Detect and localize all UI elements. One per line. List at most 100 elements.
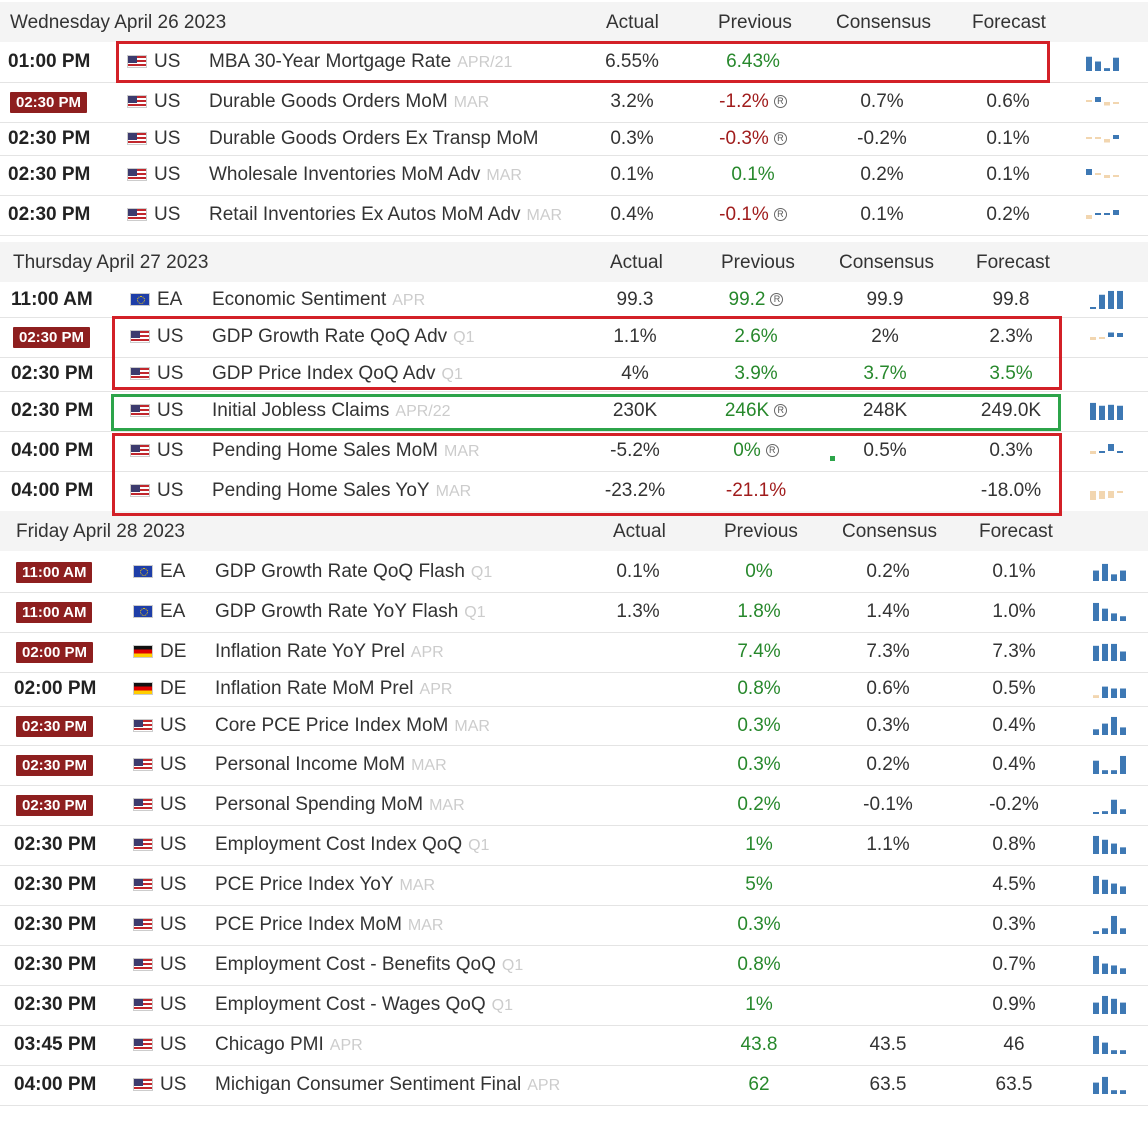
event-name-cell[interactable]: GDP Growth Rate QoQ Flash Q1	[215, 561, 492, 583]
event-name[interactable]: Michigan Consumer Sentiment Final	[215, 1074, 522, 1095]
sparkline-chart-icon[interactable]	[1091, 914, 1131, 934]
sparkline-chart-icon[interactable]	[1091, 678, 1131, 698]
event-name[interactable]: Personal Income MoM	[215, 754, 406, 775]
column-header-consensus[interactable]: Consensus	[842, 521, 938, 542]
sparkline-chart-icon[interactable]	[1091, 994, 1131, 1014]
event-name[interactable]: MBA 30-Year Mortgage Rate	[209, 51, 452, 72]
event-name[interactable]: Wholesale Inventories MoM Adv	[209, 164, 481, 185]
revised-icon[interactable]: R	[773, 208, 787, 222]
event-row[interactable]: 04:00 PM US Pending Home Sales MoM MAR -5.2%…	[0, 431, 1148, 472]
event-name[interactable]: Employment Cost - Wages QoQ	[215, 994, 486, 1015]
event-name-cell[interactable]: MBA 30-Year Mortgage Rate APR/21	[209, 51, 512, 73]
event-name-cell[interactable]: Economic Sentiment APR	[212, 289, 425, 311]
sparkline-chart-icon[interactable]	[1091, 1034, 1131, 1054]
event-name-cell[interactable]: PCE Price Index MoM MAR	[215, 914, 443, 936]
event-name[interactable]: Chicago PMI	[215, 1034, 324, 1055]
sparkline-chart-icon[interactable]	[1084, 51, 1124, 71]
event-name[interactable]: Economic Sentiment	[212, 289, 387, 310]
event-row[interactable]: 02:30 PM US Durable Goods Orders Ex Transp…	[0, 123, 1148, 156]
event-name-cell[interactable]: Michigan Consumer Sentiment Final APR	[215, 1074, 560, 1096]
sparkline-chart-icon[interactable]	[1091, 754, 1131, 774]
event-name[interactable]: GDP Growth Rate QoQ Flash	[215, 561, 465, 582]
sparkline-chart-icon[interactable]	[1091, 561, 1131, 581]
event-row[interactable]: 02:30 PM US Personal Income MoM MAR 0.3% 0.2%…	[0, 745, 1148, 786]
sparkline-chart-icon[interactable]	[1088, 400, 1128, 420]
event-name[interactable]: Personal Spending MoM	[215, 794, 424, 815]
event-name-cell[interactable]: Core PCE Price Index MoM MAR	[215, 715, 490, 737]
event-name-cell[interactable]: Initial Jobless Claims APR/22	[212, 400, 451, 422]
column-header-previous[interactable]: Previous	[724, 521, 798, 542]
event-name[interactable]: Pending Home Sales MoM	[212, 440, 438, 461]
event-name-cell[interactable]: GDP Growth Rate YoY Flash Q1	[215, 601, 486, 623]
event-row[interactable]: 11:00 AM EA Economic Sentiment APR 99.3 99.2 R…	[0, 282, 1148, 318]
event-name-cell[interactable]: GDP Price Index QoQ Adv Q1	[212, 363, 463, 385]
sparkline-chart-icon[interactable]	[1091, 641, 1131, 661]
event-row[interactable]: 04:00 PM US Michigan Consumer Sentiment Fi…	[0, 1065, 1148, 1106]
sparkline-chart-icon[interactable]	[1091, 874, 1131, 894]
revised-icon[interactable]: R	[773, 132, 787, 146]
event-row[interactable]: 02:30 PM US GDP Price Index QoQ Adv Q1 4% 3.9…	[0, 357, 1148, 392]
column-header-previous[interactable]: Previous	[718, 12, 792, 33]
sparkline-chart-icon[interactable]	[1091, 834, 1131, 854]
revised-icon[interactable]: R	[765, 444, 779, 458]
sparkline-chart-icon[interactable]	[1088, 326, 1128, 346]
event-name[interactable]: GDP Growth Rate YoY Flash	[215, 601, 459, 622]
event-row[interactable]: 02:30 PM US Durable Goods Orders MoM MAR 3.2…	[0, 82, 1148, 123]
event-name[interactable]: PCE Price Index MoM	[215, 914, 402, 935]
event-name-cell[interactable]: Inflation Rate MoM Prel APR	[215, 678, 452, 700]
event-name[interactable]: GDP Price Index QoQ Adv	[212, 363, 436, 384]
column-header-consensus[interactable]: Consensus	[836, 12, 932, 33]
event-row[interactable]: 02:30 PM US Employment Cost - Benefits QoQ…	[0, 945, 1148, 986]
event-name-cell[interactable]: Chicago PMI APR	[215, 1034, 363, 1056]
sparkline-chart-icon[interactable]	[1088, 480, 1128, 500]
sparkline-chart-icon[interactable]	[1084, 164, 1124, 184]
event-name-cell[interactable]: Personal Spending MoM MAR	[215, 794, 465, 816]
sparkline-chart-icon[interactable]	[1091, 954, 1131, 974]
sparkline-chart-icon[interactable]	[1084, 91, 1124, 111]
event-row[interactable]: 02:30 PM US Initial Jobless Claims APR/22 23…	[0, 391, 1148, 432]
event-name[interactable]: Initial Jobless Claims	[212, 400, 390, 421]
column-header-consensus[interactable]: Consensus	[839, 252, 935, 273]
event-row[interactable]: 11:00 AM EA GDP Growth Rate YoY Flash Q1 1.3…	[0, 592, 1148, 633]
event-name[interactable]: Pending Home Sales YoY	[212, 480, 430, 501]
event-name-cell[interactable]: Pending Home Sales MoM MAR	[212, 440, 480, 462]
event-name-cell[interactable]: Durable Goods Orders Ex Transp MoM	[209, 128, 538, 150]
revised-icon[interactable]: R	[773, 95, 787, 109]
event-name[interactable]: Retail Inventories Ex Autos MoM Adv	[209, 204, 521, 225]
event-name-cell[interactable]: Pending Home Sales YoY MAR	[212, 480, 471, 502]
event-row[interactable]: 02:30 PM US Core PCE Price Index MoM MAR 0.3…	[0, 706, 1148, 746]
event-row[interactable]: 02:30 PM US Personal Spending MoM MAR 0.2% -0…	[0, 785, 1148, 826]
column-header-actual[interactable]: Actual	[613, 521, 666, 542]
event-name[interactable]: PCE Price Index YoY	[215, 874, 394, 895]
column-header-actual[interactable]: Actual	[610, 252, 663, 273]
column-header-forecast[interactable]: Forecast	[972, 12, 1046, 33]
event-name-cell[interactable]: Retail Inventories Ex Autos MoM Adv MAR	[209, 204, 562, 226]
event-name-cell[interactable]: Inflation Rate YoY Prel APR	[215, 641, 444, 663]
column-header-previous[interactable]: Previous	[721, 252, 795, 273]
event-name[interactable]: Employment Cost - Benefits QoQ	[215, 954, 496, 975]
event-name-cell[interactable]: Personal Income MoM MAR	[215, 754, 447, 776]
sparkline-chart-icon[interactable]	[1084, 128, 1124, 148]
event-row[interactable]: 02:30 PM US PCE Price Index MoM MAR 0.3% 0.3%	[0, 905, 1148, 946]
event-name[interactable]: GDP Growth Rate QoQ Adv	[212, 326, 448, 347]
event-name-cell[interactable]: GDP Growth Rate QoQ Adv Q1	[212, 326, 474, 348]
event-name-cell[interactable]: PCE Price Index YoY MAR	[215, 874, 435, 896]
sparkline-chart-icon[interactable]	[1084, 204, 1124, 224]
column-header-forecast[interactable]: Forecast	[979, 521, 1053, 542]
event-row[interactable]: 02:30 PM US Wholesale Inventories MoM Adv M…	[0, 155, 1148, 196]
event-name-cell[interactable]: Durable Goods Orders MoM MAR	[209, 91, 489, 113]
event-row[interactable]: 02:00 PM DE Inflation Rate MoM Prel APR 0.8%…	[0, 672, 1148, 707]
column-header-forecast[interactable]: Forecast	[976, 252, 1050, 273]
event-name-cell[interactable]: Employment Cost Index QoQ Q1	[215, 834, 489, 856]
event-name-cell[interactable]: Wholesale Inventories MoM Adv MAR	[209, 164, 522, 186]
event-name-cell[interactable]: Employment Cost - Benefits QoQ Q1	[215, 954, 523, 976]
event-name[interactable]: Inflation Rate MoM Prel	[215, 678, 414, 699]
column-header-actual[interactable]: Actual	[606, 12, 659, 33]
event-name[interactable]: Core PCE Price Index MoM	[215, 715, 449, 736]
event-row[interactable]: 02:30 PM US Employment Cost - Wages QoQ Q1 1…	[0, 985, 1148, 1026]
revised-icon[interactable]: R	[770, 293, 784, 307]
sparkline-chart-icon[interactable]	[1091, 715, 1131, 735]
event-name-cell[interactable]: Employment Cost - Wages QoQ Q1	[215, 994, 513, 1016]
event-row[interactable]: 02:30 PM US PCE Price Index YoY MAR 5% 4.5%	[0, 865, 1148, 906]
event-name[interactable]: Durable Goods Orders Ex Transp MoM	[209, 128, 539, 149]
